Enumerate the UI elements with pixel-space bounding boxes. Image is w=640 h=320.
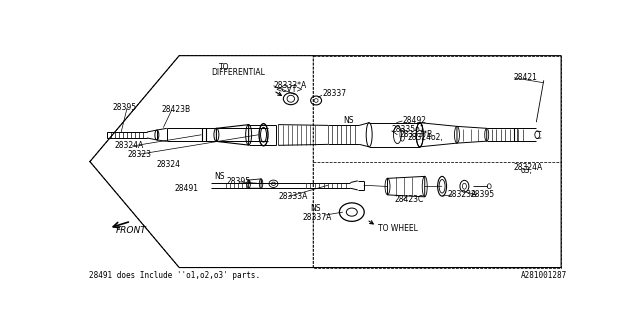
Text: o3,: o3, — [520, 166, 532, 175]
Text: 28395: 28395 — [112, 103, 136, 112]
Text: <CVT>: <CVT> — [275, 85, 303, 94]
Text: NS: NS — [343, 116, 353, 125]
Text: 28423B: 28423B — [162, 105, 191, 114]
Text: 28333A: 28333A — [278, 192, 308, 201]
Text: 28395: 28395 — [227, 177, 250, 186]
Text: TO WHEEL: TO WHEEL — [378, 224, 417, 233]
Text: 28337: 28337 — [322, 89, 346, 98]
Text: 28491: 28491 — [174, 184, 198, 193]
Text: 28324: 28324 — [157, 160, 181, 169]
Text: 28421: 28421 — [514, 73, 538, 82]
Text: 28423C: 28423C — [395, 195, 424, 204]
Text: 28324o2,: 28324o2, — [408, 133, 443, 142]
Text: 28323A: 28323A — [447, 190, 476, 199]
Text: 28323: 28323 — [127, 150, 151, 159]
Text: 28324A: 28324A — [115, 141, 144, 150]
Text: NS: NS — [214, 172, 225, 181]
Text: DIFFERENTIAL: DIFFERENTIAL — [211, 68, 266, 77]
Text: 28395: 28395 — [471, 190, 495, 199]
Text: 28491 does Include ''o1,o2,o3' parts.: 28491 does Include ''o1,o2,o3' parts. — [89, 271, 260, 280]
Text: A281001287: A281001287 — [521, 271, 567, 280]
Text: TO: TO — [219, 63, 229, 72]
Text: 28324A: 28324A — [514, 163, 543, 172]
Text: 28333*B: 28333*B — [400, 130, 433, 139]
Text: 28492: 28492 — [403, 116, 426, 125]
Text: FRONT: FRONT — [116, 226, 147, 235]
Text: 28333*A: 28333*A — [273, 81, 307, 90]
Text: 28335o1,: 28335o1, — [392, 125, 428, 134]
Text: NS: NS — [310, 204, 321, 213]
Text: 28337A: 28337A — [302, 212, 332, 221]
